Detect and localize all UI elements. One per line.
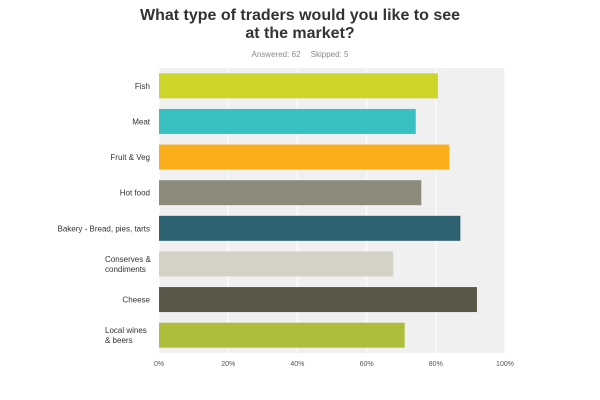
chart-title-line-1: What type of traders would you like to s…	[139, 7, 461, 24]
bar	[159, 144, 450, 170]
bar	[159, 215, 461, 241]
x-tick-label: 20%	[221, 361, 235, 368]
category-label: Conserves & condiments	[105, 255, 151, 274]
bar	[159, 73, 438, 99]
x-tick-label: 0%	[154, 361, 164, 368]
bar	[159, 287, 477, 313]
skipped-count: Skipped: 5	[310, 50, 349, 59]
category-label: Fish	[135, 82, 150, 91]
category-label: Bakery - Bread, pies, tarts	[58, 224, 150, 233]
bar	[159, 322, 405, 348]
bar	[159, 251, 394, 277]
bar	[159, 108, 416, 134]
x-tick-label: 80%	[429, 361, 443, 368]
category-label: Meat	[132, 117, 151, 126]
bars	[159, 73, 477, 348]
chart-title-line-2: at the market?	[245, 25, 355, 42]
bar	[159, 180, 422, 206]
category-label: Hot food	[120, 189, 150, 198]
category-label: Fruit & Veg	[110, 153, 150, 162]
answered-count: Answered: 62	[251, 50, 301, 59]
x-tick-label: 60%	[360, 361, 374, 368]
x-tick-label: 40%	[290, 361, 304, 368]
category-label: Local wines & beers	[105, 326, 147, 345]
x-tick-label: 100%	[496, 361, 514, 368]
category-labels: Fish Meat Fruit & Veg Hot food Bakery - Brea…	[58, 82, 152, 345]
category-label: Cheese	[122, 296, 150, 305]
response-stats: Answered: 62 Skipped: 5	[0, 50, 600, 59]
x-axis-ticks: 0% 20% 40% 60% 80% 100%	[154, 361, 514, 368]
